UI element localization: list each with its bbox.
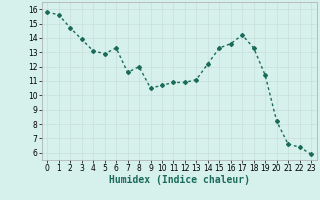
X-axis label: Humidex (Indice chaleur): Humidex (Indice chaleur) <box>109 175 250 185</box>
